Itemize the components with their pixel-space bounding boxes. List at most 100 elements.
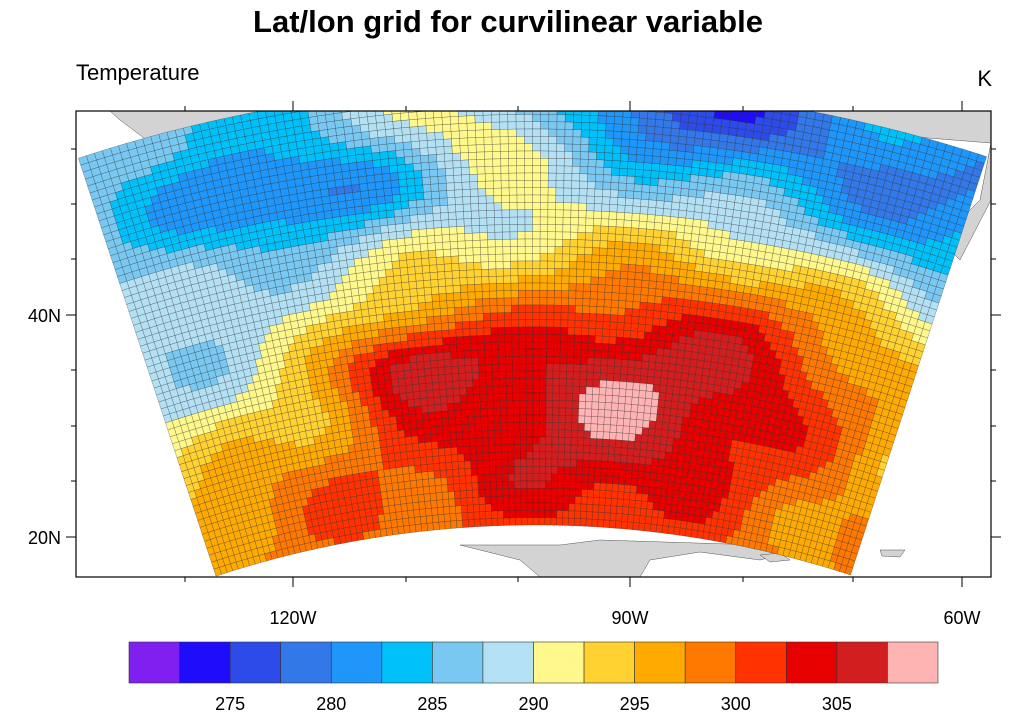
grid-cell [601, 343, 610, 352]
grid-cell [305, 242, 315, 252]
grid-cell [540, 128, 549, 137]
grid-cell [400, 399, 409, 409]
grid-cell [629, 242, 638, 251]
grid-cell [358, 294, 368, 303]
grid-cell [518, 334, 527, 342]
grid-cell [445, 285, 454, 294]
grid-cell [684, 218, 694, 227]
grid-cell [642, 265, 651, 274]
grid-cell [370, 144, 380, 154]
grid-cell [707, 95, 716, 103]
grid-cell [505, 371, 513, 379]
grid-cell [379, 284, 389, 293]
grid-cell [664, 111, 674, 114]
grid-cell [447, 314, 456, 323]
grid-cell [568, 297, 576, 306]
grid-cell [640, 199, 650, 208]
grid-cell [507, 85, 516, 93]
grid-cell [765, 199, 775, 209]
grid-cell [386, 283, 396, 292]
grid-cell [579, 180, 588, 189]
grid-cell [711, 302, 720, 312]
grid-cell [508, 100, 516, 108]
grid-cell [403, 303, 412, 313]
grid-cell [319, 322, 329, 332]
grid-cell [642, 177, 651, 186]
grid-cell [634, 176, 644, 185]
grid-cell [391, 319, 400, 329]
grid-cell [710, 258, 719, 267]
grid-cell [615, 336, 624, 346]
grid-cell [309, 219, 319, 229]
grid-cell [582, 291, 591, 300]
grid-cell [467, 409, 475, 418]
grid-cell [392, 194, 401, 203]
grid-cell [633, 286, 642, 295]
grid-cell [580, 129, 590, 138]
grid-cell [709, 265, 718, 275]
grid-cell [369, 315, 378, 324]
grid-cell [458, 123, 468, 132]
grid-cell [460, 159, 470, 168]
grid-cell [347, 155, 357, 164]
grid-cell [740, 255, 750, 265]
grid-cell [355, 272, 365, 281]
grid-cell [500, 407, 508, 416]
grid-cell [442, 124, 452, 133]
grid-cell [732, 261, 742, 271]
grid-cell [723, 363, 732, 373]
grid-cell [676, 290, 685, 300]
grid-cell [691, 285, 701, 294]
grid-cell [399, 111, 409, 114]
grid-cell [423, 198, 433, 208]
grid-cell [345, 392, 354, 402]
grid-cell [573, 342, 582, 351]
grid-cell [440, 88, 449, 96]
grid-cell [601, 336, 610, 345]
grid-cell [525, 246, 533, 254]
grid-cell [757, 198, 768, 208]
grid-cell [418, 302, 427, 311]
grid-cell [500, 173, 510, 181]
grid-cell [455, 211, 465, 220]
grid-cell [466, 387, 474, 396]
grid-cell [602, 328, 610, 337]
grid-cell [449, 336, 457, 345]
grid-cell [677, 217, 686, 226]
grid-cell [663, 119, 673, 129]
grid-cell [552, 378, 560, 387]
grid-cell [449, 344, 458, 353]
grid-cell [657, 178, 667, 187]
grid-cell [516, 92, 524, 99]
grid-cell [689, 410, 698, 420]
grid-cell [646, 376, 655, 385]
grid-cell [595, 166, 605, 175]
grid-cell [674, 172, 684, 182]
grid-cell [597, 122, 607, 131]
grid-cell [412, 162, 422, 172]
grid-cell [466, 262, 475, 271]
grid-cell [681, 313, 690, 323]
grid-cell [696, 404, 705, 413]
grid-cell [438, 381, 447, 390]
grid-cell [413, 332, 422, 341]
grid-cell [396, 238, 406, 247]
grid-cell [679, 328, 688, 337]
grid-cell [682, 100, 691, 108]
grid-cell [623, 330, 631, 339]
grid-cell [459, 137, 469, 146]
grid-cell [630, 404, 639, 413]
grid-cell [606, 111, 616, 117]
grid-cell [310, 309, 319, 319]
grid-cell [454, 307, 463, 316]
grid-cell [592, 232, 601, 241]
grid-cell [337, 297, 347, 306]
grid-cell [491, 364, 500, 372]
grid-cell [572, 151, 581, 160]
grid-cell [548, 172, 557, 181]
grid-cell [476, 166, 486, 175]
grid-cell [470, 203, 480, 212]
grid-cell [532, 121, 541, 130]
grid-cell [459, 270, 468, 279]
grid-cell [595, 321, 604, 330]
